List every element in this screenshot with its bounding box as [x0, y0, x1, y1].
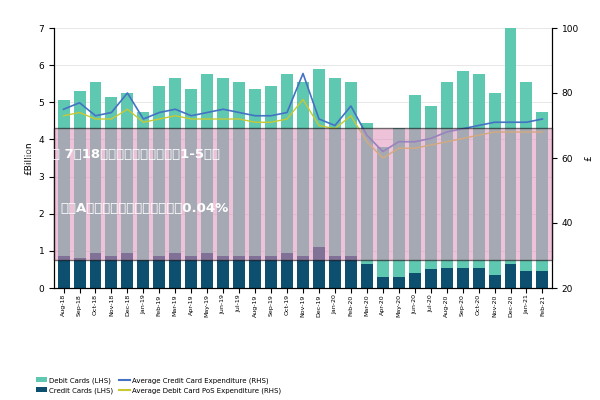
Bar — [520, 82, 532, 271]
Bar — [425, 270, 437, 288]
Bar — [265, 86, 277, 256]
Y-axis label: £Billion: £Billion — [24, 141, 33, 175]
Bar — [313, 69, 325, 247]
Bar — [409, 95, 421, 273]
Bar — [377, 147, 389, 277]
Bar — [488, 93, 500, 275]
Bar — [137, 112, 149, 260]
Bar — [169, 253, 181, 288]
Bar — [361, 123, 373, 264]
Bar — [473, 268, 485, 288]
Bar — [345, 82, 357, 256]
Bar — [536, 271, 548, 288]
Text: 开行A最新净値１．０７０５，跌0.04%: 开行A最新净値１．０７０５，跌0.04% — [60, 202, 228, 214]
Bar — [281, 253, 293, 288]
Bar — [58, 256, 70, 288]
Bar — [313, 247, 325, 288]
Bar — [505, 26, 517, 264]
Bar — [297, 82, 309, 256]
Bar — [329, 78, 341, 256]
Legend: Debit Cards (LHS), Credit Cards (LHS), Average Credit Card Expenditure (RHS), Av: Debit Cards (LHS), Credit Cards (LHS), A… — [34, 374, 284, 396]
Bar — [520, 271, 532, 288]
Bar — [409, 273, 421, 288]
Bar — [440, 268, 452, 288]
Bar — [425, 106, 437, 270]
Bar — [201, 74, 213, 253]
Bar — [297, 256, 309, 288]
Bar — [281, 74, 293, 253]
Bar — [121, 93, 133, 253]
Bar — [185, 89, 197, 256]
Bar — [536, 112, 548, 271]
Bar — [233, 82, 245, 256]
Bar — [393, 128, 405, 277]
Bar — [249, 256, 261, 288]
Bar — [457, 268, 469, 288]
Bar — [233, 256, 245, 288]
Bar — [89, 82, 101, 253]
Bar — [217, 78, 229, 256]
Bar — [201, 253, 213, 288]
Bar — [457, 71, 469, 268]
Bar — [345, 256, 357, 288]
Y-axis label: £: £ — [584, 155, 593, 161]
Bar — [74, 91, 86, 258]
Bar — [185, 256, 197, 288]
Bar — [488, 275, 500, 288]
Bar — [121, 253, 133, 288]
Bar — [265, 256, 277, 288]
Bar — [154, 256, 166, 288]
Bar — [473, 74, 485, 268]
Bar — [249, 89, 261, 256]
Bar — [58, 100, 70, 256]
Bar — [154, 86, 166, 256]
Text: 融资炒股门槛 7月18日基金净値：国联中倆1-5年国: 融资炒股门槛 7月18日基金净値：国联中倆1-5年国 — [12, 148, 220, 160]
Bar — [377, 277, 389, 288]
Bar — [106, 256, 118, 288]
Bar — [217, 256, 229, 288]
Bar — [440, 82, 452, 268]
Bar — [169, 78, 181, 253]
Bar — [393, 277, 405, 288]
Bar — [361, 264, 373, 288]
Bar — [106, 97, 118, 256]
Bar — [505, 264, 517, 288]
Bar — [329, 256, 341, 288]
Bar — [137, 260, 149, 288]
Bar — [74, 258, 86, 288]
Bar — [89, 253, 101, 288]
